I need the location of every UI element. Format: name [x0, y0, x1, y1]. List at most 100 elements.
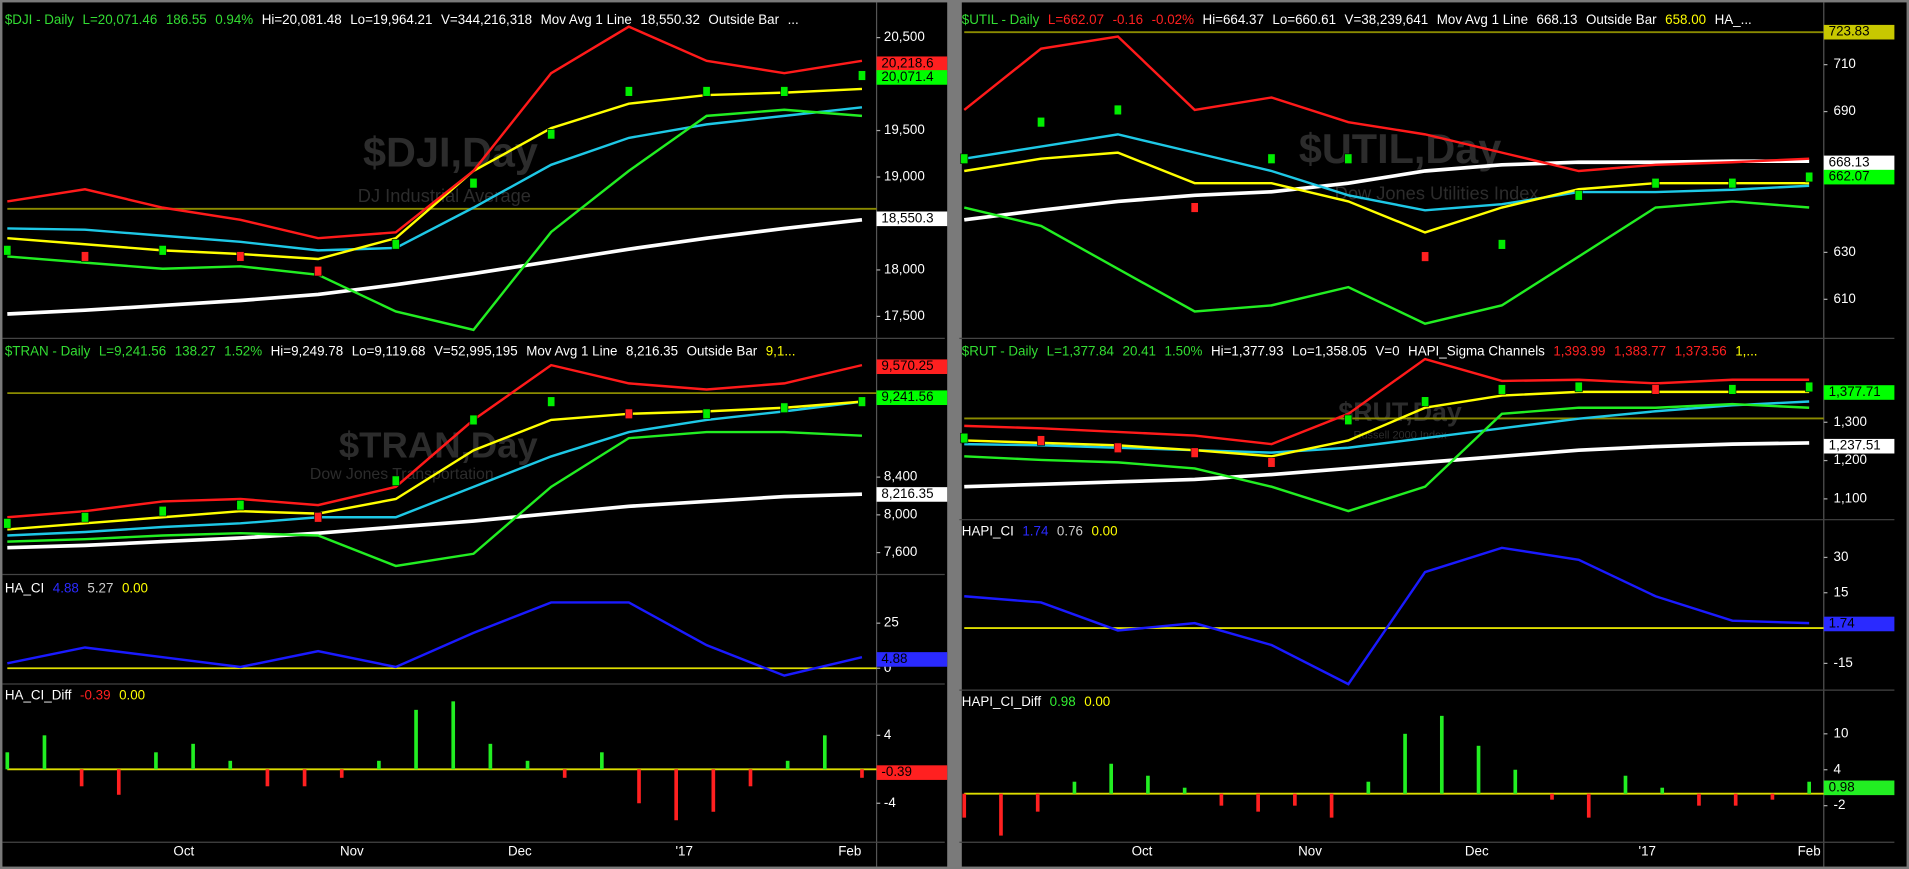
x-axis-label: Oct	[173, 843, 194, 858]
candle	[391, 475, 400, 486]
indicator-line	[7, 25, 863, 240]
header-text: V=344,216,318	[441, 12, 532, 27]
candle	[1113, 442, 1122, 453]
y-tick-label: 20,500	[884, 29, 925, 44]
histogram-bar	[1146, 775, 1150, 794]
header-text: 0.94%	[215, 12, 253, 27]
histogram-bar	[860, 769, 864, 778]
y-tick-label: 8,000	[884, 506, 917, 521]
candle	[858, 396, 866, 407]
header-text: -0.02%	[1152, 12, 1194, 27]
price-flag	[1823, 616, 1895, 632]
candle	[1574, 381, 1583, 393]
header-text: Lo=19,964.21	[350, 12, 432, 27]
y-tick-label: 15	[1834, 584, 1849, 599]
header-text: L=20,071.46	[83, 12, 158, 27]
left-panel	[2, 2, 948, 867]
header-text: 18,550.32	[640, 12, 700, 27]
price-flag-label: 18,550.3	[881, 210, 933, 225]
candle	[960, 432, 969, 444]
price-flag-label: 662.07	[1829, 169, 1870, 184]
price-flag	[876, 487, 948, 502]
histogram-bar	[822, 735, 827, 770]
y-tick-label: 25	[884, 615, 899, 630]
y-tick-label: 4	[884, 727, 892, 742]
x-axis-label: Dec	[508, 843, 532, 858]
price-flag-label: 9,570.25	[881, 358, 933, 373]
histogram-bar	[1550, 793, 1554, 800]
y-tick-label: 1,100	[1834, 490, 1867, 505]
header-text: 0.00	[1092, 523, 1118, 538]
histogram-bar	[1733, 793, 1738, 806]
header-text: Hi=20,081.48	[262, 12, 342, 27]
header-text: 9,1...	[766, 343, 796, 358]
header-text: 8,216.35	[626, 343, 678, 358]
histogram-bar	[711, 769, 716, 812]
histogram-bar	[1072, 781, 1077, 794]
price-flag	[876, 359, 948, 375]
header-text: Lo=1,358.05	[1292, 343, 1367, 358]
indicator-line	[7, 106, 863, 252]
x-axis-label: Dec	[1465, 843, 1489, 858]
x-axis-label: Nov	[1298, 843, 1322, 858]
header-text: V=0	[1375, 343, 1399, 358]
histogram-bar	[785, 760, 790, 770]
header-text: 0.00	[119, 688, 145, 703]
histogram-bar	[1476, 745, 1481, 794]
candle	[1805, 171, 1814, 183]
header-text: Hi=9,249.78	[271, 343, 344, 358]
price-flag-label: -0.39	[881, 764, 912, 779]
candle	[1421, 251, 1430, 262]
candle	[469, 177, 478, 189]
price-flag	[876, 765, 948, 780]
histogram-bar	[562, 769, 567, 778]
candle	[624, 86, 633, 97]
candle	[1190, 447, 1199, 458]
price-flag	[1823, 155, 1895, 171]
candle	[3, 245, 12, 256]
indicator-line	[964, 400, 1810, 454]
candle	[1651, 384, 1660, 395]
price-flag	[1823, 24, 1895, 40]
candle	[1113, 104, 1122, 116]
right-panel	[961, 2, 1907, 867]
price-flag-label: 723.83	[1829, 24, 1870, 39]
indicator-line	[7, 217, 863, 316]
candle	[780, 402, 789, 413]
header-text: 0.76	[1057, 523, 1083, 538]
histogram-bar	[1697, 793, 1701, 806]
header-text: HA_...	[1715, 12, 1752, 27]
histogram-bar	[451, 701, 456, 770]
candle	[702, 86, 711, 97]
header-text: L=9,241.56	[99, 343, 166, 358]
price-flag	[1823, 385, 1895, 400]
x-axis-label: '17	[1639, 843, 1656, 858]
header-text: $TRAN - Daily	[5, 343, 91, 358]
header-text: V=52,995,195	[434, 343, 518, 358]
price-flag-label: 0.98	[1829, 779, 1855, 794]
candle	[236, 499, 245, 511]
indicator-line	[7, 430, 863, 568]
header-text: Mov Avg 1 Line	[526, 343, 617, 358]
y-tick-label: 19,000	[884, 169, 925, 184]
histogram-bar	[1219, 793, 1224, 806]
y-tick-label: 610	[1834, 291, 1856, 306]
candle	[469, 414, 478, 426]
histogram-bar	[1807, 781, 1811, 794]
candle	[780, 86, 789, 97]
candle	[960, 153, 969, 164]
x-axis-label: '17	[676, 843, 693, 858]
header-text: -0.16	[1113, 12, 1144, 27]
price-flag-label: 20,071.4	[881, 69, 934, 84]
price-flag	[876, 390, 948, 406]
histogram-bar	[1770, 793, 1775, 800]
price-flag	[1823, 438, 1895, 454]
candle	[81, 512, 89, 523]
candle	[158, 245, 167, 256]
candle	[1728, 384, 1737, 395]
histogram-bar	[5, 752, 10, 770]
candle	[314, 512, 323, 523]
price-flag	[876, 56, 948, 72]
x-axis-label: Feb	[1798, 843, 1821, 858]
header-text: 20.41	[1123, 343, 1156, 358]
